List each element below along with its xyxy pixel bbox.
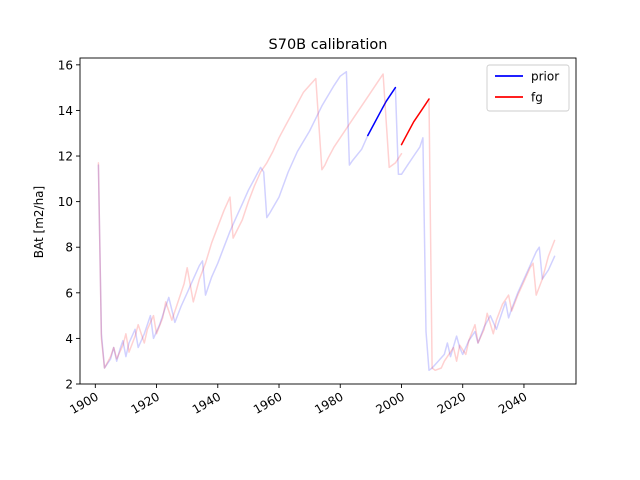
y-tick-label: 6: [65, 286, 73, 300]
y-tick-label: 14: [58, 104, 73, 118]
series-line-fg-3: [97, 73, 403, 369]
series-line-fg-4: [400, 98, 430, 146]
series-line-prior-0: [97, 70, 369, 369]
series-line-prior-1: [367, 86, 397, 137]
series-line-fg-5: [428, 98, 556, 372]
y-tick-label: 12: [58, 150, 73, 164]
y-tick-label: 4: [65, 332, 73, 346]
axis-layer: 1900 1920 1940 1960 1980 2000 2020 204024681012…: [58, 57, 577, 417]
legend: prior fg: [486, 64, 570, 112]
legend-label-prior: prior: [531, 70, 559, 84]
y-tick-label: 10: [58, 195, 73, 209]
y-tick-label: 2: [65, 378, 73, 392]
y-tick-label: 16: [58, 58, 73, 72]
chart-title: S70B calibration: [269, 37, 388, 53]
plot-frame: [79, 57, 577, 385]
series-line-prior-2: [394, 86, 556, 372]
y-axis-label: BAt [m2/ha]: [32, 186, 46, 258]
legend-label-fg: fg: [531, 91, 543, 105]
y-tick-label: 8: [65, 241, 73, 255]
series-layer: [97, 70, 556, 372]
